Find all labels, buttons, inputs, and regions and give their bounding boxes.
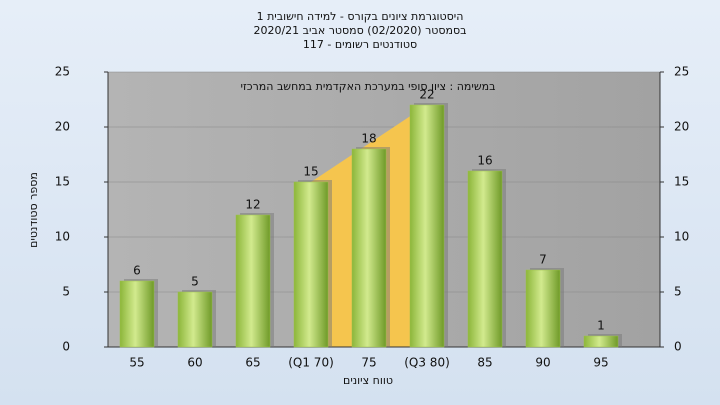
bar	[351, 148, 387, 348]
y2-tick-label: 20	[674, 120, 689, 134]
bar	[409, 104, 445, 348]
data-label: 7	[539, 253, 547, 267]
y-axis-label: מספר סטודנטים	[27, 172, 40, 248]
x-tick-label: 90	[535, 356, 550, 370]
y2-tick-label: 15	[674, 175, 689, 189]
data-label: 6	[133, 264, 141, 278]
x-tick-label: (Q1 70)	[288, 356, 334, 370]
y2-tick-label: 0	[674, 340, 682, 354]
data-label: 22	[419, 88, 434, 102]
data-label: 12	[245, 198, 260, 212]
annotation: במשימה : ציון סופי במערכת האקדמית במחשב …	[241, 80, 496, 93]
bar	[177, 291, 213, 348]
bar	[235, 214, 271, 348]
y-tick-label: 20	[55, 120, 70, 134]
x-tick-label: 65	[245, 356, 260, 370]
y2-tick-label: 10	[674, 230, 689, 244]
chart-subtitle: בסמסטר (02/2020) סמסטר אביב 2020/21	[253, 24, 466, 37]
y2-tick-label: 25	[674, 65, 689, 79]
bar	[467, 170, 503, 348]
y-tick-label: 0	[62, 340, 70, 354]
x-tick-label: (Q3 80)	[404, 356, 450, 370]
x-tick-label: 60	[187, 356, 202, 370]
bar	[583, 335, 619, 348]
x-tick-label: 95	[593, 356, 608, 370]
y2-tick-label: 5	[674, 285, 682, 299]
y-tick-label: 5	[62, 285, 70, 299]
bar	[293, 181, 329, 348]
x-tick-label: 75	[361, 356, 376, 370]
x-tick-label: 55	[129, 356, 144, 370]
y-tick-label: 15	[55, 175, 70, 189]
data-label: 1	[597, 319, 605, 333]
x-axis-label: טווח ציונים	[343, 374, 393, 387]
chart-title: היסטוגרמת ציונים בקורס - למידה חישובית 1	[257, 10, 464, 23]
y-tick-label: 10	[55, 230, 70, 244]
chart-subtitle: סטודנטים רשומים - 117	[303, 38, 417, 51]
data-label: 15	[303, 165, 318, 179]
data-label: 18	[361, 132, 376, 146]
x-tick-label: 85	[477, 356, 492, 370]
bar	[525, 269, 561, 348]
data-label: 5	[191, 275, 199, 289]
data-label: 16	[477, 154, 492, 168]
bar	[119, 280, 155, 348]
y-tick-label: 25	[55, 65, 70, 79]
